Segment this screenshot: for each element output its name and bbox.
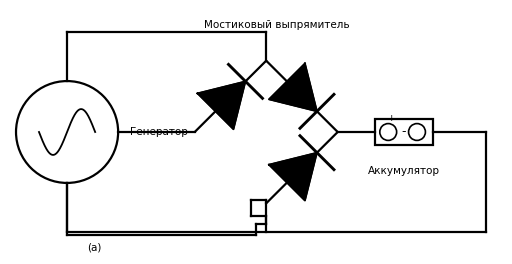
Polygon shape <box>269 153 317 201</box>
Text: Мостиковый выпрямитель: Мостиковый выпрямитель <box>204 20 349 30</box>
Text: +: + <box>387 114 395 123</box>
Polygon shape <box>198 81 245 129</box>
Bar <box>375 119 434 145</box>
Text: Аккумулятор: Аккумулятор <box>368 166 440 176</box>
Polygon shape <box>269 63 317 111</box>
Text: (a): (a) <box>88 242 102 252</box>
Text: Генератор: Генератор <box>130 127 188 137</box>
Text: -: - <box>401 125 406 139</box>
